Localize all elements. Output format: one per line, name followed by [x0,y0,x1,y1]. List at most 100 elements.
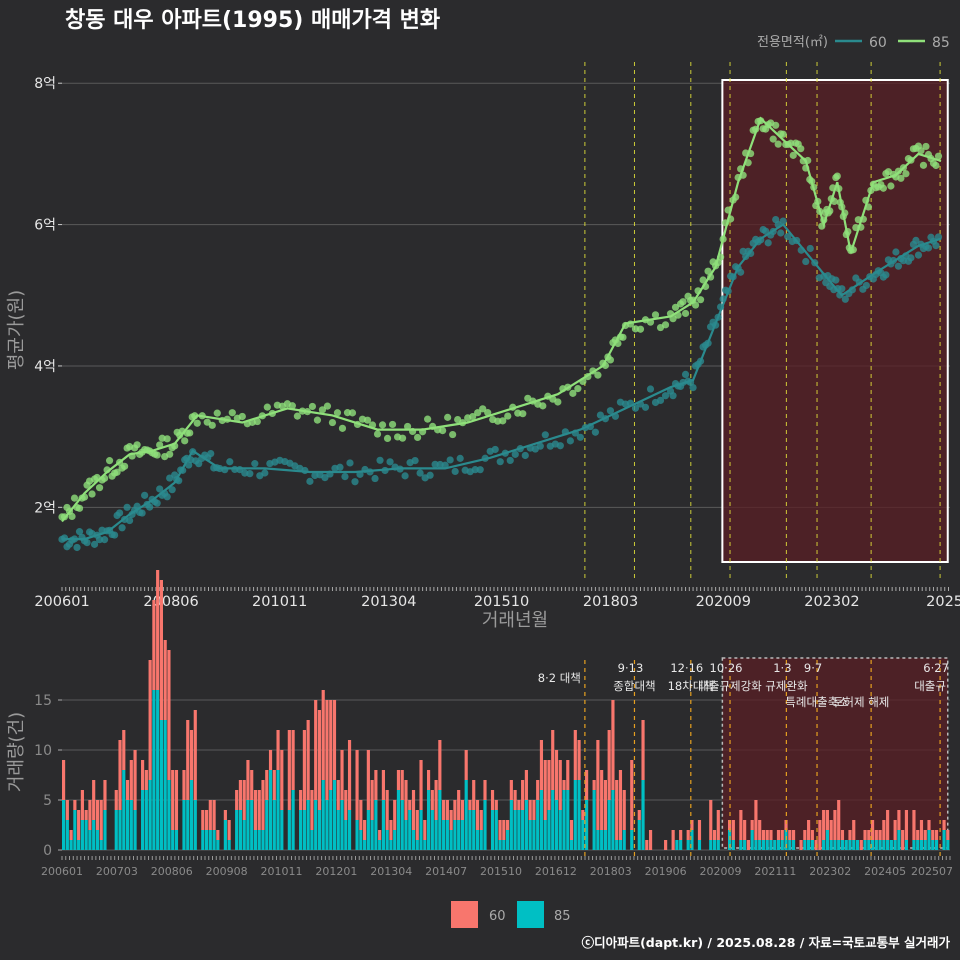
price-point-60 [689,383,697,392]
volume-bar-85 [238,810,243,850]
policy-label-name: 대출규 [914,679,946,693]
volume-bar-60 [750,820,754,830]
volume-bar-60 [189,730,194,780]
volume-bar-85 [675,840,679,850]
volume-bar-85 [532,820,536,850]
volume-bar-60 [457,790,461,820]
volume-bar-60 [886,810,890,840]
volume-bar-85 [607,800,611,850]
volume-bar-60 [746,840,750,850]
policy-label-date: 9·13 [618,661,644,675]
price-y-tick-label: 2억 [34,500,56,516]
volume-bar-85 [803,840,807,850]
volume-bar-60 [88,800,92,830]
volume-bar-60 [306,720,310,800]
volume-x-tick-label: 200703 [96,865,138,878]
volume-bar-60 [404,780,408,820]
price-point-60 [411,456,419,465]
volume-bar-85 [468,810,472,850]
price-point-60 [596,411,605,419]
price-point-60 [681,370,690,379]
volume-bar-60 [287,730,291,810]
volume-bar-60 [524,770,528,800]
volume-bar-85 [347,810,352,850]
price-point-60 [669,392,677,400]
volume-bar-85 [419,810,423,850]
volume-bar-60 [562,780,566,790]
volume-bar-60 [238,780,243,810]
bottom-legend-swatch-60 [451,901,478,928]
volume-bar-85 [265,800,269,850]
volume-bar-85 [904,840,909,850]
volume-bar-85 [268,770,273,850]
volume-bar-60 [690,820,694,830]
volume-bar-85 [400,800,404,850]
price-point-60 [914,251,923,259]
price-point-85 [779,130,787,138]
volume-bar-85 [370,820,374,850]
volume-bar-85 [886,840,890,850]
volume-bar-85 [201,830,205,850]
volume-bar-60 [686,830,690,840]
volume-bar-60 [882,820,886,840]
price-point-60 [426,471,434,479]
volume-bar-85 [506,830,510,850]
price-point-85 [228,409,236,417]
policy-label-name: 토허제 해제 [833,695,890,709]
volume-bar-60 [152,600,156,690]
volume-bar-60 [374,770,378,800]
volume-bar-85 [893,840,897,850]
volume-bar-85 [306,800,310,850]
price-point-85 [378,421,387,429]
volume-bar-60 [114,790,118,810]
volume-bar-85 [374,800,378,850]
price-point-85 [932,161,940,170]
volume-bar-85 [494,810,498,850]
volume-bar-85 [291,790,295,850]
price-point-85 [166,450,174,458]
volume-bar-60 [837,800,841,840]
price-point-85 [449,430,457,439]
price-x-tick-label: 202302 [804,594,859,610]
volume-bar-60 [716,810,720,840]
volume-bar-60 [761,830,766,840]
volume-bar-60 [483,780,487,800]
volume-bar-85 [363,840,367,850]
volume-bar-60 [931,830,935,840]
volume-bar-85 [592,790,596,850]
price-x-tick-label: 200601 [34,594,89,610]
volume-bar-60 [573,730,577,780]
volume-bar-85 [378,840,382,850]
volume-bar-60 [679,830,683,840]
volume-bar-60 [592,780,596,790]
volume-bar-85 [329,790,333,850]
price-point-60 [566,437,574,445]
volume-bar-60 [250,770,254,800]
volume-bar-60 [630,760,634,830]
volume-bar-60 [272,770,276,800]
bottom-legend-swatch-85 [517,901,544,928]
volume-bar-60 [784,820,788,830]
volume-bar-60 [411,790,416,830]
volume-bar-60 [611,700,615,790]
volume-bar-60 [697,820,702,840]
volume-bar-85 [227,840,231,850]
volume-bar-60 [340,750,344,800]
bottom-legend-label-85: 85 [554,909,571,924]
volume-bar-85 [524,800,528,850]
price-point-85 [95,484,104,492]
volume-bar-85 [889,840,893,850]
volume-bar-60 [186,720,190,800]
volume-y-tick-label: 10 [34,743,52,759]
price-point-60 [456,454,464,462]
price-point-60 [836,291,844,299]
volume-bar-60 [77,810,81,840]
volume-bar-60 [370,780,374,820]
price-point-60 [341,472,349,481]
price-x-tick-label: 201510 [474,594,529,610]
volume-x-tick-label: 202009 [700,865,742,878]
volume-bar-60 [129,760,133,800]
legend-label-85: 85 [932,35,950,51]
volume-bar-85 [946,840,950,850]
price-point-60 [491,445,499,454]
